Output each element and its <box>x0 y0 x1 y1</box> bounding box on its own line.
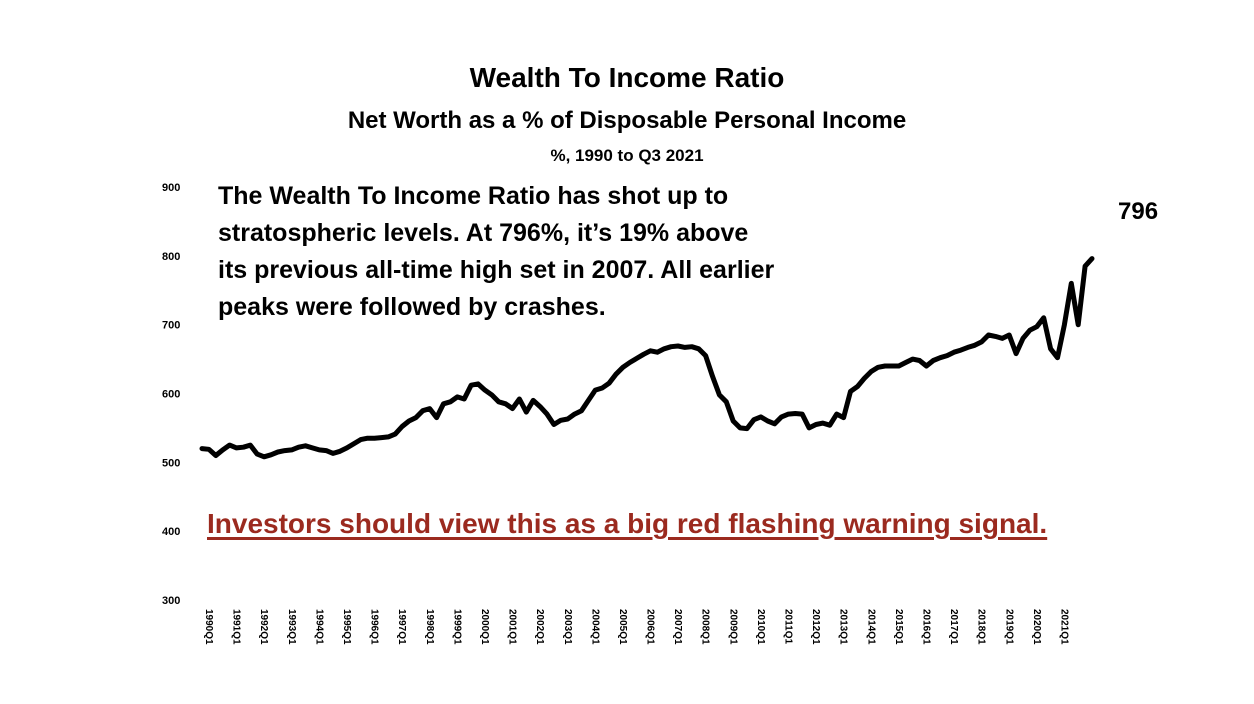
x-tick-label: 2017Q1 <box>948 609 959 645</box>
x-tick-label: 2011Q1 <box>783 609 794 644</box>
x-tick-label: 1995Q1 <box>341 609 352 645</box>
x-tick-label: 2004Q1 <box>589 609 600 645</box>
x-tick-label: 2003Q1 <box>562 609 573 645</box>
x-tick-label: 2021Q1 <box>1059 609 1070 645</box>
x-axis: 1990Q1 1991Q1 1992Q1 1993Q1 1994Q1 1995Q1 1996… <box>203 609 1070 645</box>
y-tick-label: 700 <box>162 320 180 332</box>
x-tick-label: 2018Q1 <box>976 609 987 645</box>
callout-text: The Wealth To Income Ratio has shot up t… <box>218 182 775 321</box>
x-tick-label: 2009Q1 <box>727 609 738 645</box>
x-tick-label: 1992Q1 <box>258 609 269 645</box>
y-tick-label: 300 <box>162 595 180 607</box>
x-tick-label: 2006Q1 <box>645 609 656 645</box>
x-tick-label: 1999Q1 <box>451 609 462 645</box>
x-tick-label: 1997Q1 <box>396 609 407 645</box>
x-tick-label: 2019Q1 <box>1003 609 1014 645</box>
series-layer <box>199 256 1095 460</box>
warning-text: Investors should view this as a big red … <box>207 508 1048 539</box>
chart-units-label: %, 1990 to Q3 2021 <box>550 146 704 165</box>
x-tick-label: 1990Q1 <box>203 609 214 645</box>
x-tick-label: 2020Q1 <box>1031 609 1042 645</box>
x-tick-label: 2007Q1 <box>672 609 683 645</box>
y-tick-label: 800 <box>162 251 180 263</box>
x-tick-label: 2002Q1 <box>534 609 545 645</box>
x-tick-label: 2000Q1 <box>479 609 490 645</box>
x-tick-label: 2012Q1 <box>810 609 821 645</box>
x-tick-label: 2010Q1 <box>755 609 766 645</box>
y-tick-label: 500 <box>162 457 180 469</box>
x-tick-label: 1993Q1 <box>286 609 297 645</box>
chart-subtitle: Net Worth as a % of Disposable Personal … <box>347 107 907 134</box>
x-tick-label: 2008Q1 <box>700 609 711 645</box>
y-axis: 300 400 500 600 700 800 900 <box>162 182 180 607</box>
series-line-wealth-to-income <box>199 256 1095 460</box>
x-tick-label: 1994Q1 <box>313 609 324 645</box>
x-tick-label: 1998Q1 <box>424 609 435 645</box>
x-tick-label: 2001Q1 <box>507 609 518 645</box>
y-tick-label: 600 <box>162 389 180 401</box>
y-tick-label: 900 <box>162 182 180 194</box>
chart-title: Wealth To Income Ratio <box>469 62 785 93</box>
x-tick-label: 2015Q1 <box>893 609 904 645</box>
x-tick-label: 1991Q1 <box>231 609 242 645</box>
x-tick-label: 2013Q1 <box>838 609 849 645</box>
x-tick-label: 1996Q1 <box>369 609 380 645</box>
x-tick-label: 2005Q1 <box>617 609 628 645</box>
last-value-label: 796 <box>1118 198 1159 225</box>
x-tick-label: 2014Q1 <box>865 609 876 645</box>
y-tick-label: 400 <box>162 526 180 538</box>
x-tick-label: 2016Q1 <box>921 609 932 645</box>
